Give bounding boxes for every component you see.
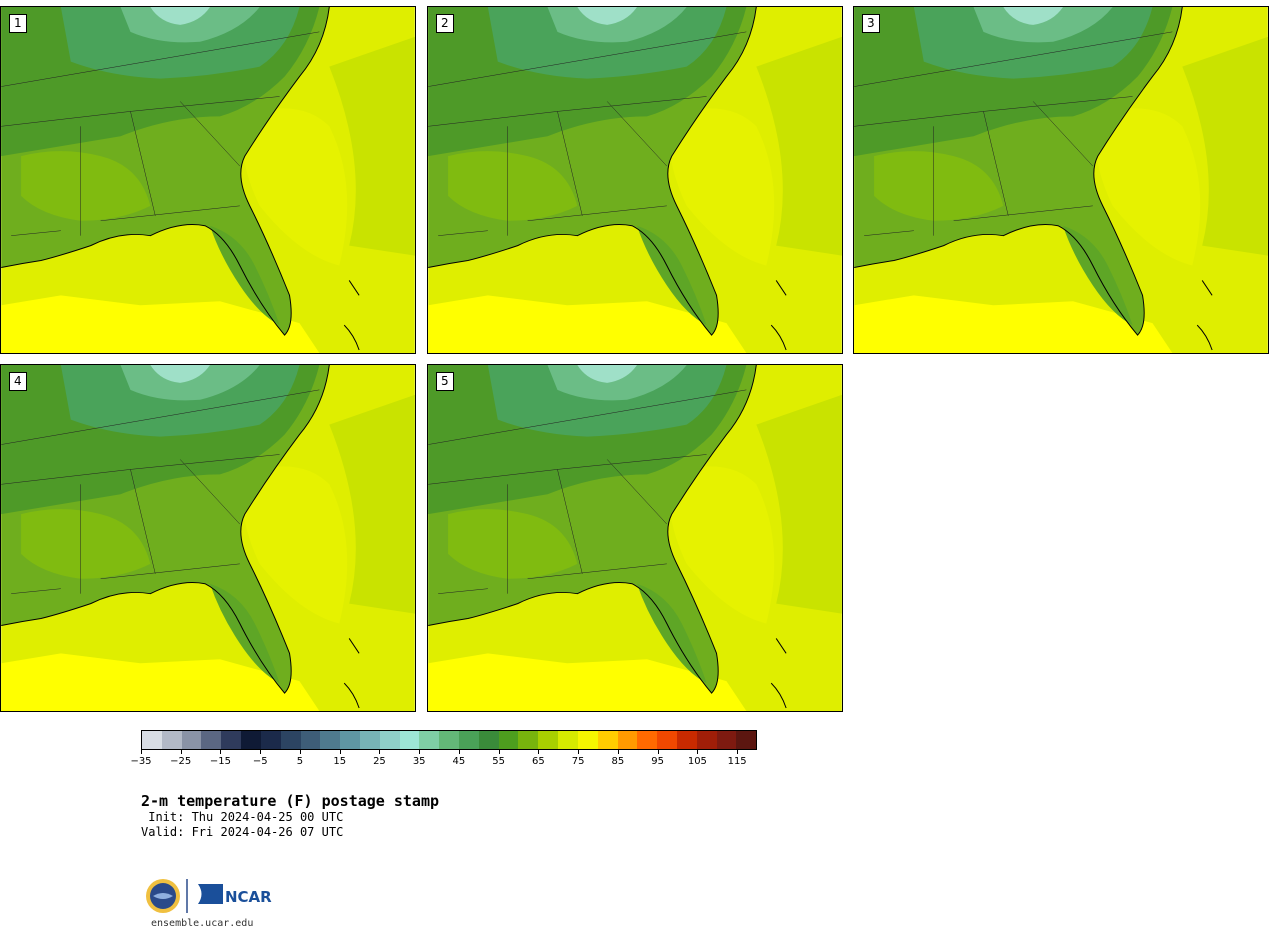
panel-label: 5: [436, 372, 454, 391]
colorbar-tick: [339, 750, 341, 754]
colorbar-segment: [142, 731, 162, 749]
colorbar-segment: [320, 731, 341, 749]
colorbar-tick-label: 65: [532, 756, 545, 767]
colorbar-tick-label: 45: [452, 756, 466, 767]
map-panel-2: 2: [427, 6, 843, 354]
colorbar-segment: [399, 731, 420, 749]
map-panel-3: 3: [853, 6, 1269, 354]
colorbar-tick-label: 95: [651, 756, 665, 767]
colorbar-tick: [498, 750, 500, 754]
colorbar-tick: [141, 750, 142, 754]
ncar-logo-text: NCAR: [225, 888, 272, 906]
colorbar-segment: [696, 731, 717, 749]
colorbar-segment: [241, 731, 261, 749]
colorbar-segment: [300, 731, 321, 749]
colorbar-tick-label: −5: [252, 756, 268, 767]
map-svg: [428, 7, 842, 353]
panel-label: 4: [9, 372, 27, 391]
colorbar-tick: [538, 750, 540, 754]
panel-label: 3: [862, 14, 880, 33]
colorbar-segment: [221, 731, 242, 749]
colorbar-tick-label: 105: [687, 756, 707, 767]
colorbar-tick-label: −25: [170, 756, 192, 767]
colorbar-segment: [637, 731, 658, 749]
figure-title: 2-m temperature (F) postage stamp: [141, 792, 440, 810]
colorbar-segment: [340, 731, 360, 749]
nsf-logo-icon: [146, 879, 180, 913]
colorbar-segment: [518, 731, 539, 749]
colorbar-segment: [498, 731, 519, 749]
colorbar-tick-label: −15: [209, 756, 232, 767]
colorbar-segment: [617, 731, 638, 749]
colorbar-tick: [697, 750, 699, 754]
colorbar-tick-label: −35: [130, 756, 152, 767]
colorbar-tick: [260, 750, 262, 754]
map-panel-1: 1: [0, 6, 416, 354]
colorbar-tick-label: 85: [611, 756, 625, 767]
colorbar-segment: [736, 731, 757, 749]
colorbar-segment: [181, 731, 202, 749]
colorbar-segment: [379, 731, 400, 749]
colorbar-tick: [419, 750, 421, 754]
panel-label: 1: [9, 14, 27, 33]
colorbar-tick-label: 5: [296, 756, 304, 767]
colorbar-tick-label: 115: [727, 756, 747, 767]
colorbar-tick: [299, 750, 301, 754]
colorbar-segment: [260, 731, 281, 749]
init-time: Init: Thu 2024-04-25 00 UTC: [141, 810, 344, 824]
colorbar-segment: [478, 731, 499, 749]
colorbar-tick-label: 25: [373, 756, 386, 767]
colorbar-segment: [577, 731, 598, 749]
colorbar-segment: [676, 731, 697, 749]
colorbar-tick: [180, 750, 182, 754]
valid-time: Valid: Fri 2024-04-26 07 UTC: [141, 825, 344, 839]
colorbar-tick: [578, 750, 580, 754]
colorbar-segment: [359, 731, 380, 749]
colorbar-ticks: −35 −25 −15 −5 5 15 25 35 45 55 65 75 85 95 105 115: [130, 750, 757, 770]
colorbar-tick-label: 15: [333, 756, 347, 767]
colorbar-tick: [379, 750, 381, 754]
colorbar-segment: [201, 731, 222, 749]
colorbar-tick-label: 35: [412, 756, 426, 767]
colorbar-segment: [538, 731, 559, 749]
map-panel-5: 5: [427, 364, 843, 712]
ncar-logo-icon: NCAR: [198, 884, 272, 906]
colorbar-tick: [617, 750, 619, 754]
colorbar-tick: [657, 750, 659, 754]
panel-label: 2: [436, 14, 454, 33]
colorbar-tick-label: 75: [571, 756, 585, 767]
colorbar-segment: [657, 731, 677, 749]
site-url: ensemble.ucar.edu: [151, 918, 254, 929]
logos: NCAR: [146, 879, 272, 913]
map-svg: [1, 365, 415, 711]
colorbar-segment: [161, 731, 182, 749]
colorbar-segment: [597, 731, 618, 749]
map-svg: [854, 7, 1268, 353]
colorbar-tick: [458, 750, 460, 754]
colorbar-segment: [280, 731, 301, 749]
colorbar-tick-label: 55: [492, 756, 506, 767]
colorbar-tick: [737, 750, 739, 754]
colorbar-segment: [439, 731, 459, 749]
colorbar-tick: [220, 750, 222, 754]
colorbar-segment: [459, 731, 479, 749]
colorbar: [141, 730, 757, 750]
colorbar-segment: [419, 731, 440, 749]
colorbar-segment: [558, 731, 578, 749]
map-svg: [428, 365, 842, 711]
colorbar-segment: [716, 731, 737, 749]
map-panel-4: 4: [0, 364, 416, 712]
map-svg: [1, 7, 415, 353]
